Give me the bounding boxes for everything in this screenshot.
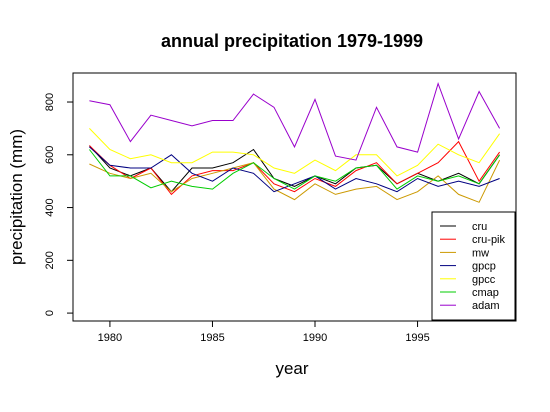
x-tick-label: 1990 [303,332,327,344]
y-axis-label: precipitation (mm) [7,129,26,265]
x-axis-label: year [275,359,308,378]
legend-label-gpcp: gpcp [472,261,496,273]
x-axis: 1980 1985 1990 1995 [98,321,430,344]
series-line-gpcp [89,146,500,193]
series-line-cru [89,145,501,193]
legend-label-adam: adam [472,300,500,312]
x-tick-label: 1995 [405,332,429,344]
legend-label-mw: mw [472,247,489,259]
x-tick-label: 1980 [98,332,122,344]
legend-label-cmap: cmap [472,287,499,299]
y-tick-label: 600 [44,146,56,164]
series-lines [89,82,501,203]
series-line-gpcc [89,128,501,177]
plot-frame [72,72,517,322]
series-line-cmap [89,149,501,190]
y-tick-label: 0 [44,310,56,316]
y-tick-label: 200 [44,251,56,269]
y-tick-label: 400 [44,198,56,216]
legend-label-cru-pik: cru-pik [472,234,506,246]
series-line-cru-pik [89,140,501,196]
series-line-mw [89,159,501,203]
legend-label-gpcc: gpcc [472,274,496,286]
series-line-adam [89,82,501,161]
chart-title: annual precipitation 1979-1999 [161,31,423,51]
x-tick-label: 1985 [200,332,224,344]
y-tick-label: 800 [44,93,56,111]
y-axis: 0 200 400 600 800 [44,93,73,316]
legend-label-cru: cru [472,221,487,233]
